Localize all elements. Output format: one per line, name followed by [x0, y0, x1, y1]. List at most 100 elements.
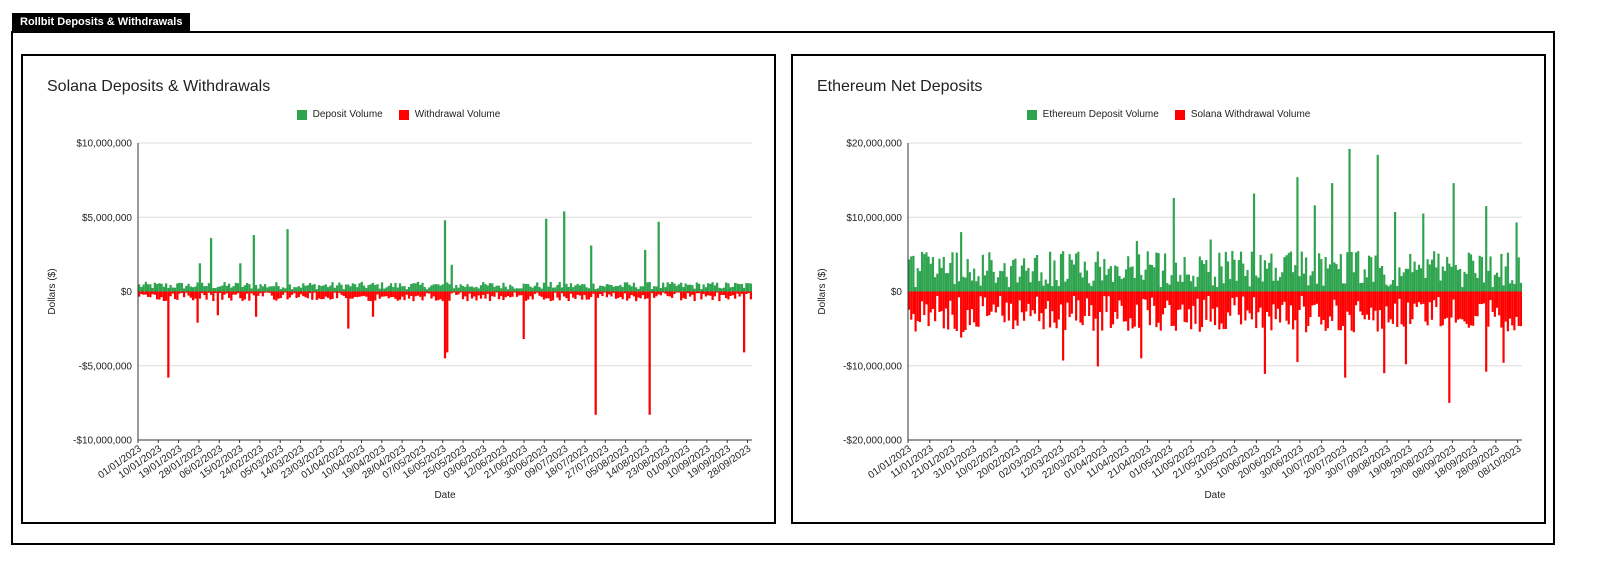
withdrawal-bar	[209, 291, 213, 295]
withdrawal-bar	[284, 291, 287, 293]
withdrawal-bar	[1131, 291, 1134, 329]
withdrawal-bar	[367, 291, 370, 301]
withdrawal-bar	[1157, 291, 1160, 323]
deposit-bar	[964, 277, 967, 292]
withdrawal-bar	[218, 291, 222, 294]
withdrawal-bar	[425, 291, 429, 294]
withdrawal-bar	[342, 291, 345, 296]
withdrawal-bar	[1430, 291, 1434, 320]
deposit-bar	[1404, 268, 1408, 292]
withdrawal-bar	[1198, 291, 1201, 332]
deposit-bar	[497, 285, 501, 292]
deposit-bar	[1174, 262, 1178, 292]
deposit-bar	[981, 254, 984, 292]
deposit-bar	[1233, 259, 1236, 292]
withdrawal-bar	[1417, 291, 1421, 303]
withdrawal-bar	[527, 291, 530, 300]
withdrawal-bar	[1098, 291, 1102, 312]
deposit-bar	[1478, 255, 1481, 292]
deposit-bar	[1088, 283, 1091, 292]
deposit-bar	[1198, 256, 1201, 292]
withdrawal-bar	[230, 291, 233, 301]
withdrawal-bar	[194, 291, 197, 299]
deposit-bar	[1005, 276, 1008, 292]
report-title: Rollbit Deposits & Withdrawals	[20, 16, 183, 28]
withdrawal-bar	[923, 291, 926, 316]
deposit-bar	[1354, 252, 1358, 292]
deposit-bar	[500, 288, 503, 292]
withdrawal-bar	[1279, 291, 1282, 323]
withdrawal-bar	[486, 291, 489, 294]
deposit-bar	[342, 289, 345, 292]
withdrawal-bar	[1040, 291, 1043, 314]
deposit-bar	[1335, 264, 1338, 292]
deposit-bar	[700, 289, 703, 292]
withdrawal-bar	[1168, 291, 1171, 305]
deposit-bar	[1511, 280, 1514, 292]
withdrawal-bar	[160, 291, 163, 298]
withdrawal-bar	[457, 291, 460, 295]
deposit-bar	[1378, 267, 1381, 292]
withdrawal-bar	[1504, 291, 1507, 322]
withdrawal-bar	[1285, 291, 1288, 321]
withdrawal-bar	[1393, 291, 1397, 304]
withdrawal-bar	[1224, 291, 1227, 330]
deposit-bar	[603, 286, 606, 292]
deposit-bar	[241, 286, 244, 292]
withdrawal-bar	[621, 291, 624, 300]
deposit-bar	[209, 238, 213, 292]
withdrawal-bar	[536, 291, 539, 293]
deposit-bar	[194, 286, 197, 292]
deposit-bar	[272, 286, 276, 292]
deposit-bar	[353, 284, 357, 292]
withdrawal-bar	[416, 291, 420, 296]
withdrawal-bar	[437, 291, 440, 301]
deposit-bar	[1456, 269, 1460, 292]
withdrawal-bar	[1111, 291, 1115, 325]
deposit-bar	[398, 283, 402, 292]
deposit-bar	[1090, 285, 1093, 292]
withdrawal-bar	[290, 291, 294, 295]
withdrawal-bar	[261, 291, 264, 297]
withdrawal-bar	[1454, 291, 1457, 323]
deposit-bar	[1068, 254, 1071, 292]
deposit-bar	[491, 283, 494, 292]
withdrawal-bar	[914, 291, 917, 332]
deposit-bar	[637, 288, 640, 292]
withdrawal-bar	[1016, 291, 1019, 326]
withdrawal-bar	[324, 291, 327, 297]
withdrawal-bar	[1044, 291, 1047, 309]
deposit-bar	[1292, 272, 1295, 292]
withdrawal-bar	[266, 291, 269, 293]
deposit-bar	[203, 286, 206, 292]
withdrawal-bar	[1380, 291, 1384, 329]
deposit-bar	[585, 287, 588, 292]
deposit-bar	[360, 281, 363, 292]
withdrawal-bar	[358, 291, 361, 297]
deposit-bar	[1409, 253, 1412, 292]
legend-item-withdrawal: Solana Withdrawal Volume	[1174, 109, 1310, 120]
deposit-bar	[547, 286, 550, 292]
withdrawal-bar	[1127, 291, 1130, 331]
deposit-bar	[315, 289, 318, 292]
deposit-bar	[270, 286, 273, 292]
deposit-bar	[1346, 252, 1349, 292]
withdrawal-bar	[439, 291, 442, 300]
deposit-bar	[1289, 251, 1293, 292]
withdrawal-bar	[477, 291, 480, 296]
deposit-bar	[149, 284, 152, 292]
deposit-bar	[1064, 281, 1067, 292]
withdrawal-bar	[581, 291, 584, 300]
deposit-bar	[466, 284, 469, 292]
deposit-bar	[731, 286, 735, 292]
y-tick-label: $20,000,000	[846, 139, 902, 150]
deposit-bar	[567, 287, 570, 292]
deposit-bar	[173, 287, 177, 292]
withdrawal-bar	[1105, 291, 1108, 312]
withdrawal-bar	[996, 291, 1000, 307]
deposit-bar	[486, 285, 489, 292]
withdrawal-bar	[155, 291, 159, 300]
withdrawal-bar	[1053, 291, 1056, 323]
deposit-bar	[1066, 278, 1069, 292]
withdrawal-bar	[1116, 291, 1119, 319]
